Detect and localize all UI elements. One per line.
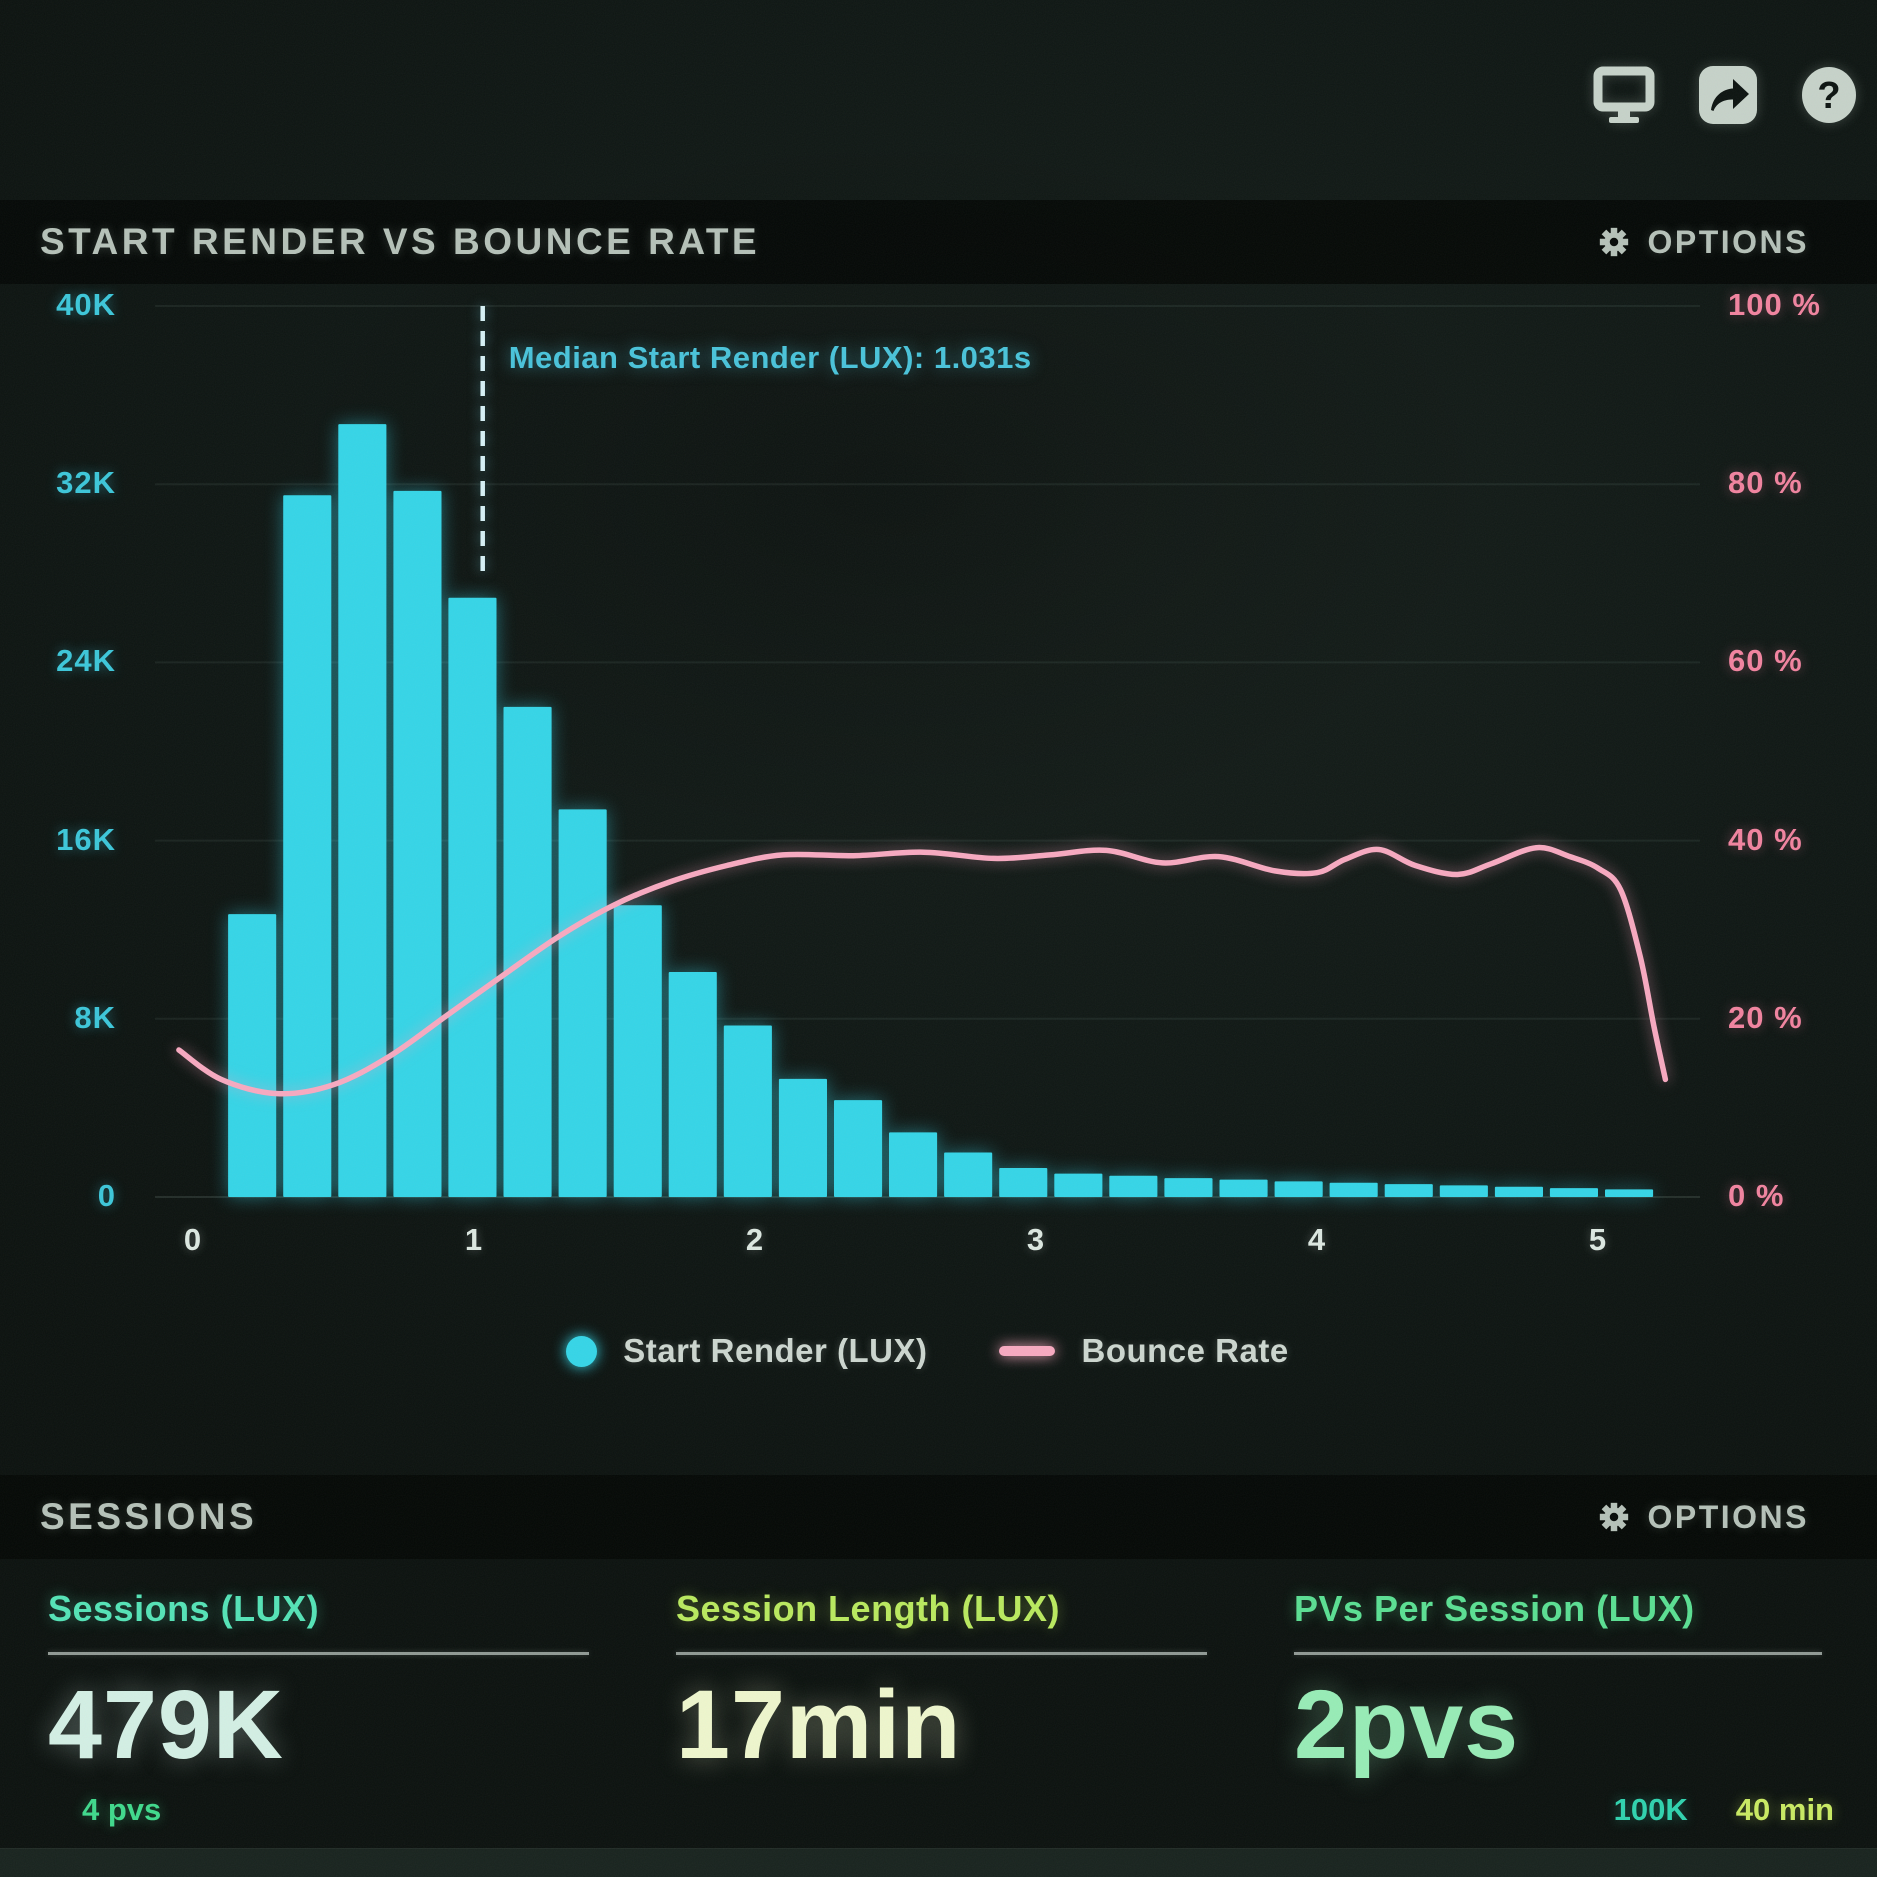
metric-value: 17min	[676, 1670, 962, 1779]
share-button[interactable]	[1699, 66, 1757, 127]
legend-line-swatch	[999, 1346, 1056, 1356]
x-axis-tick: 3	[1026, 1222, 1046, 1257]
footnote-sessions-count: 100K	[1613, 1792, 1688, 1827]
histogram-bar	[999, 1168, 1048, 1197]
metric-divider	[48, 1652, 589, 1655]
sessions-title: SESSIONS	[40, 1496, 258, 1537]
chart-legend: Start Render (LUX) Bounce Rate	[155, 1332, 1700, 1370]
histogram-bar	[889, 1132, 938, 1197]
legend-item-start-render-lux[interactable]: Start Render (LUX)	[566, 1332, 927, 1370]
help-icon: ?	[1801, 67, 1857, 127]
legend-label: Bounce Rate	[1081, 1332, 1289, 1369]
histogram-bar	[1054, 1173, 1103, 1197]
sessions-metrics: Sessions (LUX) 479K Session Length (LUX)…	[0, 1588, 1877, 1818]
median-label: Median Start Render (LUX): 1.031s	[509, 340, 1032, 375]
sessions-panel-header: SESSIONS OPTIONS	[0, 1475, 1877, 1559]
histogram-bar	[1549, 1188, 1598, 1197]
metric-pvs-per-session: PVs Per Session (LUX) 2pvs	[1294, 1588, 1822, 1781]
histogram-bar	[1164, 1178, 1213, 1197]
metric-value: 479K	[48, 1670, 284, 1779]
metric-sessions: Sessions (LUX) 479K	[48, 1588, 589, 1781]
monitor-icon	[1593, 66, 1655, 127]
histogram-bar	[448, 597, 497, 1197]
pvs-footnotes: 100K 40 min	[1614, 1792, 1834, 1828]
x-axis-tick: 0	[183, 1222, 203, 1257]
help-button[interactable]: ?	[1801, 66, 1857, 127]
histogram-bar	[723, 1025, 772, 1197]
gear-icon	[1597, 1500, 1631, 1534]
gear-icon	[1597, 225, 1631, 259]
legend-item-bounce-rate[interactable]: Bounce Rate	[999, 1332, 1288, 1370]
metric-session-length: Session Length (LUX) 17min	[676, 1588, 1207, 1781]
legend-dot-swatch	[566, 1335, 598, 1367]
histogram-bar	[1219, 1179, 1268, 1197]
histogram-bar	[613, 905, 662, 1197]
histogram-bar	[1274, 1181, 1323, 1197]
chart-options-button[interactable]: OPTIONS	[1591, 223, 1815, 262]
histogram-bar	[558, 809, 607, 1197]
histogram-bar	[778, 1078, 827, 1197]
histogram-bar	[393, 490, 442, 1197]
histogram-bar	[503, 706, 552, 1197]
metric-label: PVs Per Session (LUX)	[1294, 1588, 1695, 1629]
chart-options-label: OPTIONS	[1647, 223, 1809, 260]
metric-divider	[1294, 1652, 1822, 1655]
bottom-strip	[0, 1848, 1877, 1877]
chart-region: 0 8K 16K 24K 32K 40K 0 % 20 % 40 % 60 % 80 % 100 %…	[0, 284, 1877, 1475]
share-icon	[1699, 66, 1757, 127]
histogram-bar	[834, 1100, 883, 1197]
metric-value: 2pvs	[1294, 1670, 1520, 1779]
metric-label: Session Length (LUX)	[676, 1588, 1061, 1629]
metric-divider	[676, 1652, 1207, 1655]
histogram-bar	[1329, 1182, 1378, 1197]
svg-text:?: ?	[1817, 75, 1840, 117]
chart-plot: Median Start Render (LUX): 1.031s	[155, 305, 1700, 1198]
x-axis-tick: 5	[1588, 1222, 1608, 1257]
histogram-bar	[1384, 1184, 1433, 1197]
x-axis-tick: 2	[745, 1222, 765, 1257]
histogram-bar	[944, 1152, 993, 1197]
topbar: ?	[1593, 66, 1857, 127]
histogram-bar	[1439, 1185, 1488, 1197]
sessions-options-label: OPTIONS	[1647, 1498, 1809, 1535]
histogram-bar	[1605, 1189, 1654, 1197]
histogram-bar	[1494, 1186, 1543, 1197]
histogram-bar	[1109, 1175, 1158, 1197]
legend-label: Start Render (LUX)	[623, 1332, 928, 1369]
metric-label: Sessions (LUX)	[48, 1588, 320, 1629]
histogram-bar	[668, 972, 717, 1197]
chart-title: START RENDER VS BOUNCE RATE	[40, 221, 761, 262]
histogram-bar	[228, 914, 277, 1197]
display-mode-button[interactable]	[1593, 66, 1655, 127]
x-axis-tick: 1	[464, 1222, 484, 1257]
chart-panel-header: START RENDER VS BOUNCE RATE OPTIONS	[0, 200, 1877, 284]
footnote-minutes: 40 min	[1735, 1792, 1834, 1827]
histogram-bars	[228, 424, 1654, 1198]
x-axis-tick: 4	[1307, 1222, 1327, 1257]
sessions-options-button[interactable]: OPTIONS	[1591, 1498, 1815, 1537]
sessions-footnote: 4 pvs	[82, 1792, 162, 1827]
